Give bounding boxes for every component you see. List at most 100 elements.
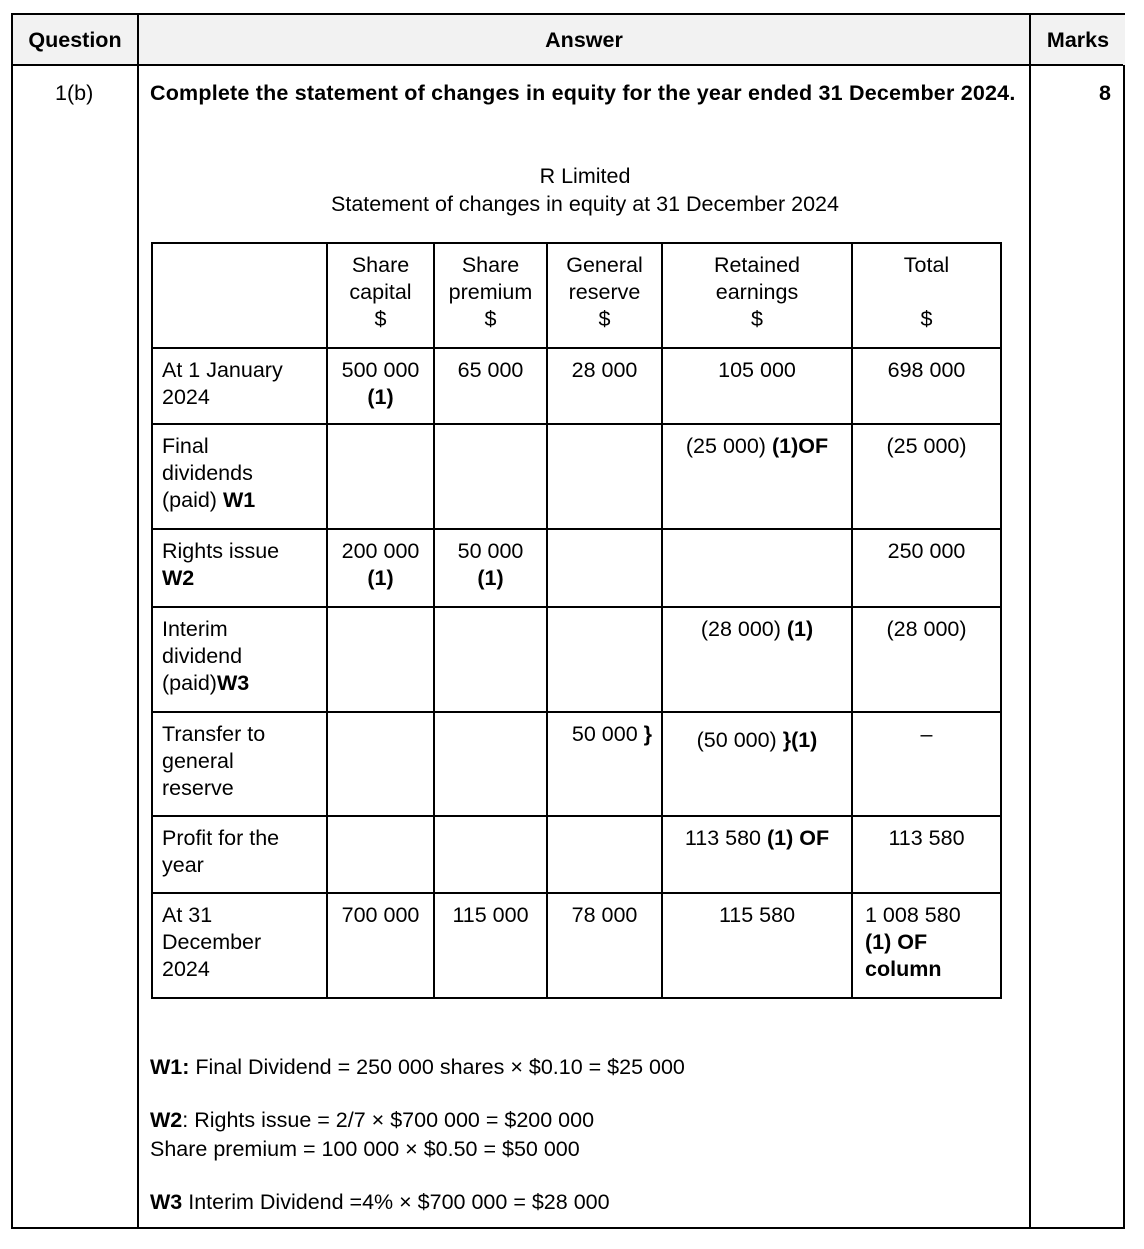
text: Retained bbox=[713, 253, 801, 277]
text-line: (25 000) bbox=[862, 433, 991, 460]
text-line: (1) OF bbox=[865, 929, 991, 956]
table-cell bbox=[326, 815, 435, 894]
text-line: Final bbox=[162, 433, 317, 460]
text: premium bbox=[448, 280, 533, 304]
text: 78 000 bbox=[571, 903, 638, 927]
table-cell bbox=[326, 606, 435, 713]
mark-annotation: W3 bbox=[216, 671, 250, 695]
text-line: $ bbox=[337, 306, 424, 333]
text-line: $ bbox=[672, 306, 842, 333]
text: 250 000 bbox=[887, 539, 966, 563]
text-line: General bbox=[557, 252, 652, 279]
mark-annotation: (1) bbox=[367, 385, 394, 409]
text: $ bbox=[598, 307, 611, 331]
row-label: Transfer to general reserve bbox=[151, 711, 328, 817]
text-line: Rights issue bbox=[162, 538, 317, 565]
question-number: 1(b) bbox=[55, 81, 94, 105]
table-row: Transfer to general reserve 50 000 } (50 000… bbox=[151, 711, 1002, 817]
text-line: 28 000 bbox=[557, 357, 652, 384]
mark-annotation: W2 bbox=[150, 1108, 183, 1132]
mark-annotation: } bbox=[643, 722, 652, 746]
table-cell: 105 000 bbox=[661, 347, 853, 425]
text: (28 000) bbox=[886, 617, 967, 641]
working-note: W3 Interim Dividend =4% × $700 000 = $28… bbox=[150, 1188, 685, 1217]
column-divider bbox=[137, 15, 139, 1227]
mark-annotation: (1) bbox=[786, 617, 814, 641]
question-header: Question bbox=[13, 15, 137, 65]
table-cell: 28 000 bbox=[546, 347, 663, 425]
table-cell bbox=[433, 711, 548, 817]
text: Transfer to bbox=[162, 722, 266, 746]
working-note: W1: Final Dividend = 250 000 shares × $0… bbox=[150, 1053, 685, 1082]
text: $ bbox=[374, 307, 387, 331]
text: 50 000 bbox=[571, 722, 644, 746]
mark-annotation: W1: bbox=[150, 1055, 190, 1079]
table-cell bbox=[433, 815, 548, 894]
text: General bbox=[566, 253, 643, 277]
table-cell bbox=[326, 711, 435, 817]
text: At 1 January bbox=[162, 358, 283, 382]
text-line: Retained bbox=[672, 252, 842, 279]
text: 105 000 bbox=[718, 358, 796, 382]
text-line: 1 008 580 bbox=[865, 902, 991, 929]
table-cell: 50 000 (1) bbox=[433, 528, 548, 608]
text-line: (1) bbox=[444, 565, 537, 592]
text: $ bbox=[751, 307, 763, 331]
text-line: 2024 bbox=[162, 956, 317, 983]
text: (paid) bbox=[162, 488, 223, 512]
text: Profit for the bbox=[162, 826, 280, 850]
text-line: 698 000 bbox=[862, 357, 991, 384]
table-cell: 113 580 (1) OF bbox=[661, 815, 853, 894]
text-line: $ bbox=[557, 306, 652, 333]
text-line: general bbox=[162, 748, 317, 775]
header-divider bbox=[13, 64, 1123, 66]
column-header: Total $ bbox=[851, 242, 1002, 349]
text-line: earnings bbox=[672, 279, 842, 306]
text-line: column bbox=[865, 956, 991, 983]
mark-annotation: W2 bbox=[162, 566, 195, 590]
text-line: 700 000 bbox=[337, 902, 424, 929]
statement-heading: R Limited Statement of changes in equity… bbox=[150, 162, 1020, 218]
text-line: (paid) W1 bbox=[162, 487, 317, 514]
text: dividend bbox=[162, 644, 243, 668]
column-header bbox=[151, 242, 328, 349]
table-cell: 250 000 bbox=[851, 528, 1002, 608]
text-line: W3 Interim Dividend =4% × $700 000 = $28… bbox=[150, 1188, 685, 1217]
text: Share bbox=[351, 253, 410, 277]
text: 700 000 bbox=[341, 903, 420, 927]
text: $ bbox=[484, 307, 497, 331]
text: 2024 bbox=[162, 957, 210, 981]
mark-annotation: (1) bbox=[477, 566, 504, 590]
text: (50 000) bbox=[696, 728, 783, 752]
mark-annotation: W3 bbox=[150, 1190, 183, 1214]
mark-scheme-table: Question Answer Marks 1(b) 8 Complete th… bbox=[11, 13, 1125, 1229]
text-line: dividends bbox=[162, 460, 317, 487]
table-row: Interim dividend (paid)W3 (28 000) (1) (28 0… bbox=[151, 606, 1002, 713]
text: 50 000 bbox=[457, 539, 524, 563]
answer-header: Answer bbox=[139, 15, 1029, 65]
text: Final bbox=[162, 434, 209, 458]
column-header: Share capital $ bbox=[326, 242, 435, 349]
text-line: reserve bbox=[557, 279, 652, 306]
row-label: Rights issue W2 bbox=[151, 528, 328, 608]
table-cell bbox=[546, 606, 663, 713]
text-line: 115 000 bbox=[444, 902, 537, 929]
text: : Rights issue = 2/7 × $700 000 = $200 0… bbox=[182, 1108, 595, 1132]
table-cell: (28 000) (1) bbox=[661, 606, 853, 713]
text-line: Profit for the bbox=[162, 825, 317, 852]
text-line: W1: Final Dividend = 250 000 shares × $0… bbox=[150, 1053, 685, 1082]
text: – bbox=[920, 722, 933, 746]
text-line: Share bbox=[444, 252, 537, 279]
text-line: (paid)W3 bbox=[162, 670, 317, 697]
workings: W1: Final Dividend = 250 000 shares × $0… bbox=[150, 1053, 685, 1241]
table-cell: 78 000 bbox=[546, 892, 663, 999]
table-row: Rights issue W2 200 000 (1) 50 000 (1) 250 000 bbox=[151, 528, 1002, 608]
table-cell: 500 000 (1) bbox=[326, 347, 435, 425]
row-label: At 31 December 2024 bbox=[151, 892, 328, 999]
text: (paid) bbox=[162, 671, 217, 695]
text-line: $ bbox=[862, 306, 991, 333]
mark-annotation: (1) OF bbox=[767, 826, 830, 850]
text-line: 50 000 bbox=[444, 538, 537, 565]
text: Total bbox=[903, 253, 950, 277]
text-line: 113 580 (1) OF bbox=[672, 825, 842, 852]
